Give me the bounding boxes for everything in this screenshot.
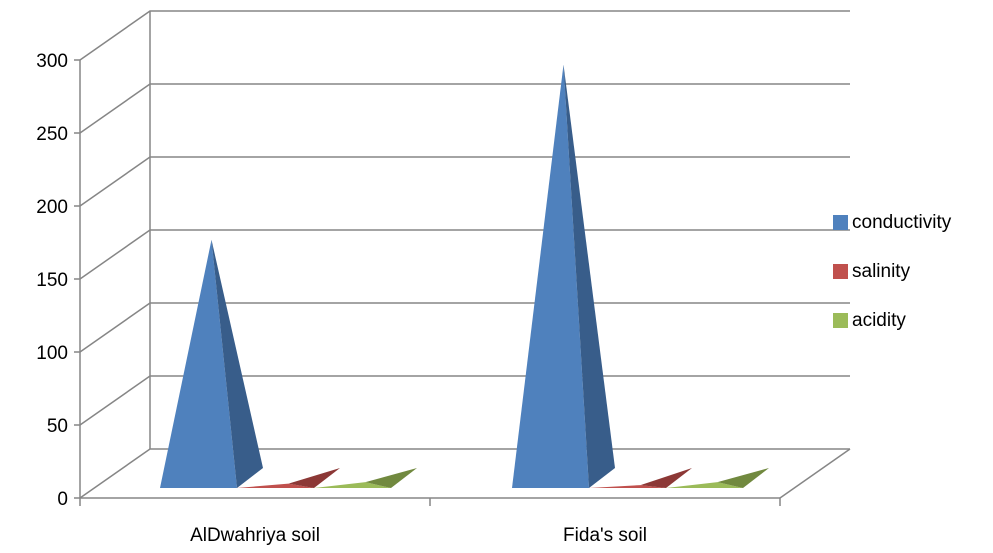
pyramid-front-face	[237, 483, 314, 488]
y-tick-label: 50	[47, 416, 68, 437]
gridline	[79, 10, 850, 61]
floor-right-edge	[779, 448, 851, 499]
y-tick-label: 300	[36, 51, 68, 72]
gridline	[79, 302, 850, 353]
legend: conductivity salinity acidity	[833, 212, 952, 331]
legend-swatch-salinity	[833, 264, 848, 279]
pyramid-front-face	[160, 239, 237, 488]
pyramid-front-face	[314, 482, 391, 488]
y-tick-label: 0	[57, 489, 68, 510]
pyramid-side-face	[288, 468, 340, 488]
y-tick-label: 250	[36, 124, 68, 145]
pyramid-acidity	[666, 468, 769, 488]
legend-label-conductivity: conductivity	[852, 212, 952, 233]
legend-swatch-acidity	[833, 313, 848, 328]
legend-label-acidity: acidity	[852, 310, 906, 331]
gridline	[79, 156, 850, 207]
y-tick-label: 100	[36, 343, 68, 364]
pyramid-conductivity	[512, 64, 615, 488]
axes: 0 50 100 150 200 250 300 AlDwahriya soil Fida's …	[36, 51, 781, 546]
y-tick-label: 150	[36, 270, 68, 291]
pyramid-acidity	[314, 468, 417, 488]
pyramid-front-face	[589, 485, 666, 488]
data-marks	[160, 64, 769, 488]
pyramid-side-face	[211, 239, 263, 488]
gridlines	[79, 10, 850, 499]
gridline	[79, 83, 850, 134]
x-tick-label: Fida's soil	[563, 525, 647, 546]
pyramid-salinity	[589, 468, 692, 488]
gridline	[79, 375, 850, 426]
pyramid-front-face	[666, 482, 743, 488]
gridline	[79, 448, 850, 499]
pyramid-side-face	[717, 468, 769, 488]
pyramid-salinity	[237, 468, 340, 488]
y-tick-label: 200	[36, 197, 68, 218]
x-tick-label: AlDwahriya soil	[190, 525, 320, 546]
pyramid-side-face	[640, 468, 692, 488]
legend-label-salinity: salinity	[852, 261, 911, 282]
pyramid-conductivity	[160, 239, 263, 488]
gridline	[79, 229, 850, 280]
pyramid-front-face	[512, 64, 589, 488]
pyramid-side-face	[365, 468, 417, 488]
legend-swatch-conductivity	[833, 215, 848, 230]
pyramid-side-face	[563, 64, 615, 488]
